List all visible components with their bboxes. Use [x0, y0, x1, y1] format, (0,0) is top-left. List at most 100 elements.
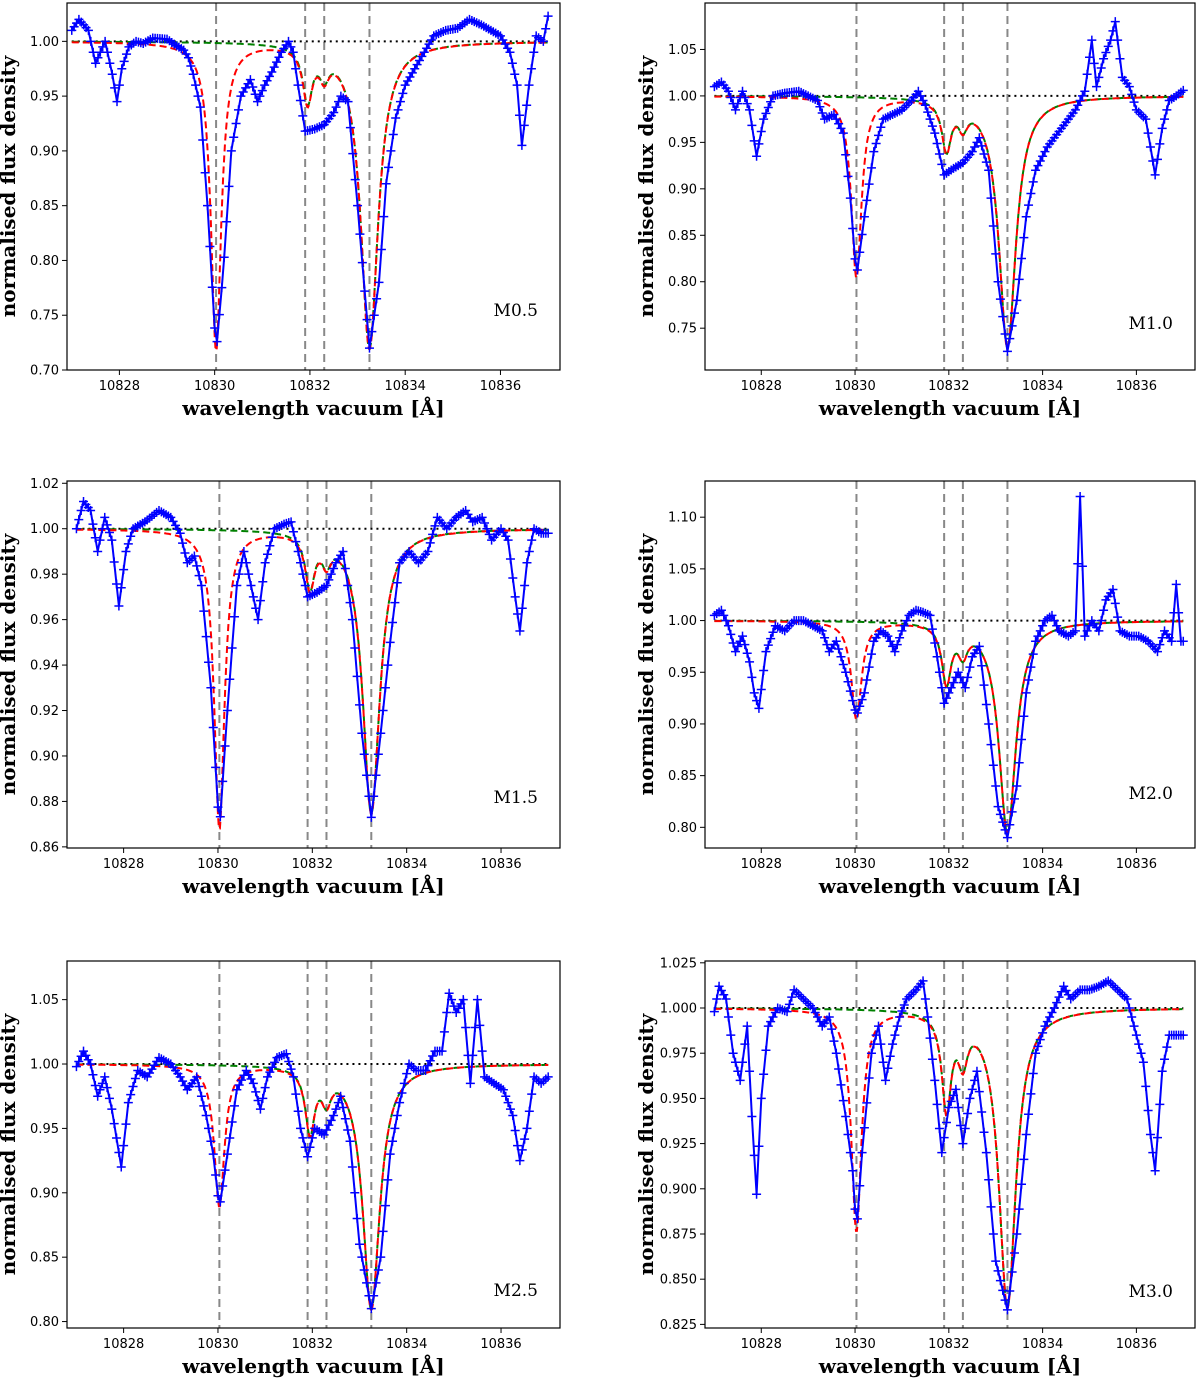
data-point	[1131, 1030, 1141, 1040]
data-point	[831, 114, 841, 124]
data-point	[1155, 640, 1165, 650]
data-point	[1021, 1130, 1031, 1140]
data-point	[194, 1082, 204, 1092]
data-point	[517, 603, 527, 613]
helium-model-curve	[714, 619, 1184, 835]
data-point	[740, 640, 750, 650]
x-tick-label: 10836	[480, 379, 521, 394]
y-tick-label: 1.00	[30, 522, 59, 537]
data-point	[1033, 631, 1043, 641]
data-point	[960, 1124, 970, 1134]
data-point	[1099, 54, 1109, 64]
data-point	[123, 539, 133, 549]
data-point	[442, 1008, 452, 1018]
data-point	[90, 533, 100, 543]
data-point	[1000, 1295, 1010, 1305]
data-point	[1075, 96, 1085, 106]
data-point	[888, 641, 898, 651]
data-point	[255, 1104, 265, 1114]
data-point	[234, 1080, 244, 1090]
data-point	[364, 343, 374, 353]
y-tick-label: 0.98	[30, 568, 59, 583]
data-point	[510, 69, 520, 79]
data-point	[752, 696, 762, 706]
data-point	[380, 683, 390, 693]
data-point	[393, 105, 403, 115]
y-tick-label: 0.92	[30, 704, 59, 719]
data-point	[859, 688, 869, 698]
data-point	[366, 812, 376, 822]
data-point	[291, 64, 301, 74]
data-point	[977, 1107, 987, 1117]
data-point	[1024, 675, 1034, 685]
data-point	[1017, 1179, 1027, 1189]
data-point	[513, 609, 523, 619]
data-point	[373, 1265, 383, 1275]
y-tick-label: 0.90	[30, 144, 59, 159]
data-point	[813, 96, 823, 106]
data-point	[1009, 794, 1019, 804]
data-point	[1049, 616, 1059, 626]
data-point	[871, 1030, 881, 1040]
data-point	[123, 1098, 133, 1108]
data-point	[984, 719, 994, 729]
data-point	[766, 1017, 776, 1027]
data-point	[953, 1102, 963, 1112]
plot-area	[709, 961, 1188, 1328]
data-point	[1145, 142, 1155, 152]
x-tick-label: 10836	[1116, 379, 1157, 394]
data-point	[524, 546, 534, 556]
data-point	[730, 105, 740, 115]
data-point	[754, 139, 764, 149]
data-point	[186, 61, 196, 71]
data-point	[1150, 1166, 1160, 1176]
data-point	[852, 265, 862, 275]
x-tick-label: 10836	[480, 857, 521, 872]
data-point	[480, 518, 490, 528]
data-point	[168, 516, 178, 526]
data-point	[761, 647, 771, 657]
data-point	[1002, 1305, 1012, 1315]
data-point	[1031, 1048, 1041, 1058]
data-point	[383, 1175, 393, 1185]
data-point	[505, 1104, 515, 1114]
data-point	[378, 706, 388, 716]
data-point	[378, 1226, 388, 1236]
data-point	[1035, 1035, 1045, 1045]
data-point	[102, 1083, 112, 1093]
data-point	[995, 1276, 1005, 1286]
y-tick-label: 0.85	[668, 229, 697, 244]
data-point	[391, 113, 401, 123]
data-point	[850, 254, 860, 264]
y-axis-label: normalised flux density	[0, 1012, 20, 1275]
data-point	[1031, 165, 1041, 175]
data-point	[517, 1145, 527, 1155]
data-point	[210, 323, 220, 333]
helium-model-curve	[76, 528, 549, 814]
data-point	[845, 193, 855, 203]
data-point	[251, 603, 261, 613]
data-point	[114, 601, 124, 611]
data-point	[425, 538, 435, 548]
data-point	[93, 53, 103, 63]
data-point	[1162, 105, 1172, 115]
data-point	[1014, 274, 1024, 284]
data-point	[465, 1078, 475, 1088]
data-point	[229, 612, 239, 622]
y-tick-label: 0.80	[30, 1315, 59, 1330]
data-point	[203, 201, 213, 211]
data-point	[740, 92, 750, 102]
data-point	[208, 1149, 218, 1159]
data-point	[178, 538, 188, 548]
data-point	[1150, 170, 1160, 180]
data-point	[871, 139, 881, 149]
data-point	[956, 1121, 966, 1131]
data-point	[91, 58, 101, 68]
data-point	[733, 99, 743, 109]
data-point	[1103, 41, 1113, 51]
data-point	[827, 1024, 837, 1034]
data-point	[981, 700, 991, 710]
data-point	[876, 1039, 886, 1049]
data-point	[820, 633, 830, 643]
data-point	[1167, 636, 1177, 646]
